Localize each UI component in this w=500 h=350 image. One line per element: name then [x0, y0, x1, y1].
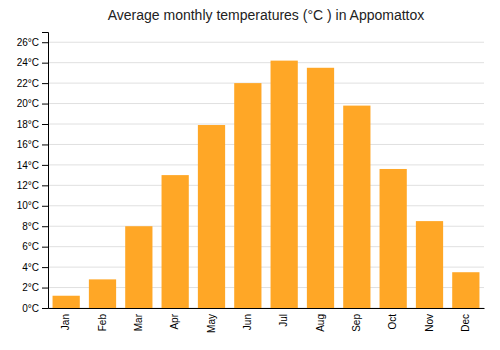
x-tick-label: Jul: [278, 314, 289, 327]
y-tick: 20°C: [17, 98, 48, 109]
x-tick-label: Mar: [133, 313, 144, 331]
x-axis: Jan Feb Mar Apr May Jun Jul Aug Sep Oct Nov Dec: [49, 309, 485, 333]
x-tick-label: Jun: [242, 314, 253, 330]
x-tick: Jun: [242, 314, 253, 330]
y-axis-line: [42, 33, 49, 309]
y-tick-mark: [42, 63, 48, 64]
y-tick-mark: [42, 42, 48, 43]
grid-line: [48, 164, 484, 165]
bar: [234, 83, 261, 308]
bar: [343, 106, 370, 308]
bar: [125, 226, 152, 308]
y-tick-mark: [42, 206, 48, 207]
y-tick: 16°C: [17, 139, 48, 150]
bar: [416, 221, 443, 308]
y-tick: 8°C: [22, 221, 48, 232]
y-tick-label: 22°C: [17, 78, 39, 89]
y-tick-label: 8°C: [22, 221, 39, 232]
y-tick: 4°C: [22, 262, 48, 273]
y-tick-label: 4°C: [22, 262, 39, 273]
y-tick-label: 26°C: [17, 37, 39, 48]
y-tick-mark: [42, 185, 48, 186]
grid-line: [48, 124, 484, 125]
x-tick-label: Oct: [387, 314, 398, 330]
x-tick: Aug: [315, 314, 326, 332]
y-tick-mark: [42, 124, 48, 125]
y-tick-label: 0°C: [22, 303, 39, 314]
y-tick: 2°C: [22, 282, 48, 293]
y-tick-mark: [42, 247, 48, 248]
y-tick-label: 18°C: [17, 119, 39, 130]
x-tick-label: Feb: [97, 314, 108, 332]
y-tick-mark: [42, 144, 48, 145]
x-tick: May: [206, 314, 217, 333]
y-tick: 26°C: [17, 37, 48, 48]
grid-line: [48, 185, 484, 186]
x-tick: Apr: [169, 313, 180, 329]
y-tick: 0°C: [22, 303, 48, 314]
x-tick: Nov: [424, 314, 435, 332]
bar: [89, 279, 116, 308]
x-tick: Mar: [133, 313, 144, 331]
grid-line: [48, 144, 484, 145]
x-tick: Jul: [278, 314, 289, 327]
x-tick-label: Aug: [315, 314, 326, 332]
y-tick-label: 20°C: [17, 98, 39, 109]
y-axis: 0°C 2°C 4°C 6°C 8°C 10°C 12°C 14°C 16°C 18°C 20°C 2…: [17, 33, 49, 314]
y-tick-mark: [42, 288, 48, 289]
y-tick: 18°C: [17, 119, 48, 130]
x-tick-label: Jan: [60, 314, 71, 330]
y-tick-label: 14°C: [17, 160, 39, 171]
y-tick: 24°C: [17, 57, 48, 68]
y-tick-label: 10°C: [17, 200, 39, 211]
x-tick: Dec: [460, 314, 471, 332]
chart: 0°C 2°C 4°C 6°C 8°C 10°C 12°C 14°C 16°C 18°C 20°C 2…: [0, 0, 500, 350]
bar: [380, 169, 407, 308]
y-tick: 6°C: [22, 241, 48, 252]
bar: [271, 61, 298, 308]
x-tick: Jan: [60, 314, 71, 330]
y-tick-label: 12°C: [17, 180, 39, 191]
x-tick-label: Dec: [460, 314, 471, 332]
bar: [452, 272, 479, 308]
y-tick-mark: [42, 308, 48, 309]
grid-line: [48, 103, 484, 104]
bar: [307, 68, 334, 308]
y-tick-mark: [42, 226, 48, 227]
x-tick-label: Sep: [351, 314, 362, 332]
x-tick-label: Nov: [424, 314, 435, 332]
y-tick-mark: [42, 83, 48, 84]
x-tick: Sep: [351, 314, 362, 332]
y-tick: 10°C: [17, 200, 48, 211]
y-tick: 22°C: [17, 78, 48, 89]
y-tick: 12°C: [17, 180, 48, 191]
grid-line: [48, 42, 484, 43]
x-axis-line: [49, 308, 485, 309]
grid: [48, 42, 484, 308]
y-tick-label: 6°C: [22, 241, 39, 252]
y-tick-mark: [42, 165, 48, 166]
x-tick-label: Apr: [169, 313, 180, 329]
y-tick-label: 2°C: [22, 282, 39, 293]
x-tick-label: May: [206, 314, 217, 333]
bar: [162, 175, 189, 308]
grid-line: [48, 62, 484, 63]
y-tick-label: 16°C: [17, 139, 39, 150]
bar: [53, 296, 80, 308]
x-tick: Feb: [97, 314, 108, 332]
grid-line: [48, 83, 484, 84]
plot: 0°C 2°C 4°C 6°C 8°C 10°C 12°C 14°C 16°C 18°C 20°C 2…: [17, 33, 485, 333]
y-tick-label: 24°C: [17, 57, 39, 68]
y-tick: 14°C: [17, 160, 48, 171]
bar: [198, 125, 225, 308]
bars: [53, 61, 480, 308]
y-tick-mark: [42, 104, 48, 105]
x-tick: Oct: [387, 314, 398, 330]
title: Average monthly temperatures (°C ) in Ap…: [108, 7, 425, 23]
grid-line: [48, 205, 484, 206]
y-tick-mark: [42, 267, 48, 268]
